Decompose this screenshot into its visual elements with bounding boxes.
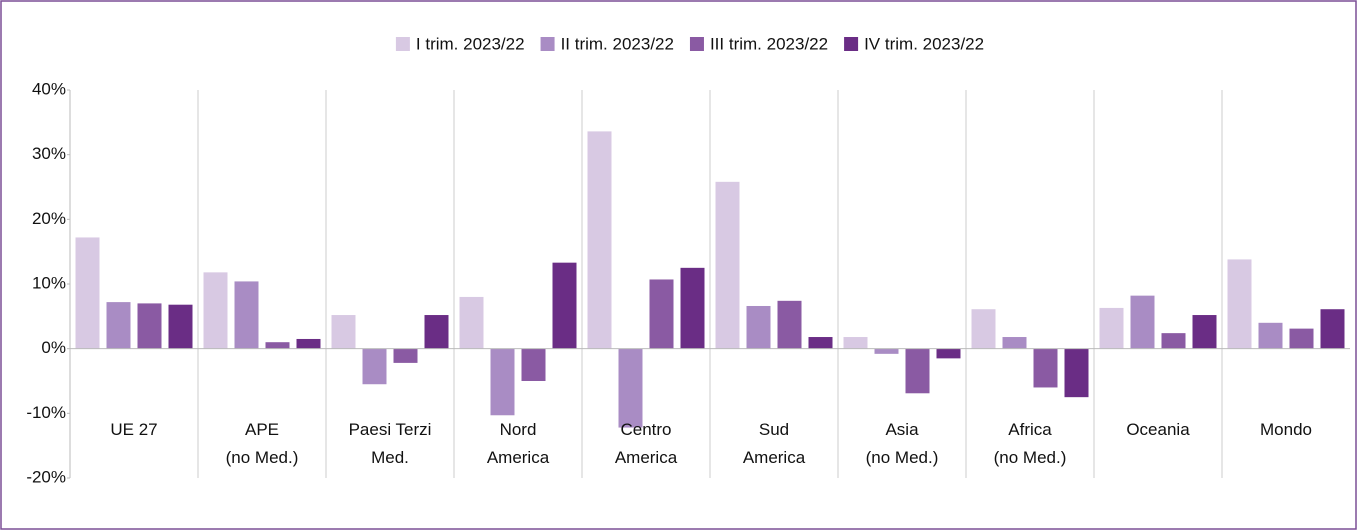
x-tick-line: (no Med.) — [994, 448, 1067, 467]
x-tick-label: Sud America — [743, 420, 806, 467]
x-tick-line: Centro — [620, 420, 671, 439]
bar — [1161, 333, 1186, 349]
legend-label: III trim. 2023/22 — [710, 34, 828, 53]
bar — [106, 302, 131, 349]
y-tick-label: 30% — [32, 144, 66, 163]
bar — [649, 279, 674, 349]
bar — [459, 296, 484, 349]
x-tick-label: Paesi Terzi Med. — [349, 420, 432, 467]
x-tick-line: Asia — [885, 420, 919, 439]
x-tick-line: Nord — [500, 420, 537, 439]
y-tick-label: 0% — [41, 338, 66, 357]
bar — [905, 348, 930, 394]
bar — [168, 304, 193, 349]
x-tick-line: (no Med.) — [866, 448, 939, 467]
bar — [331, 315, 356, 349]
bar — [393, 348, 418, 363]
bar — [618, 348, 643, 428]
legend-label: II trim. 2023/22 — [561, 34, 674, 53]
x-tick-line: Paesi Terzi — [349, 420, 432, 439]
x-tick-line: APE — [245, 420, 279, 439]
x-tick-label: Nord America — [487, 420, 550, 467]
bar — [1002, 337, 1027, 349]
bar — [1227, 259, 1252, 349]
y-tick-label: 20% — [32, 209, 66, 228]
x-tick-label: Centro America — [615, 420, 678, 467]
bar — [843, 337, 868, 349]
bar — [715, 181, 740, 349]
bar — [1130, 295, 1155, 349]
bar — [1320, 309, 1345, 349]
x-tick-line: UE 27 — [110, 420, 157, 439]
legend: I trim. 2023/22 II trim. 2023/22 III trim.… — [395, 34, 984, 53]
bar — [587, 131, 612, 349]
x-tick-label: Mondo — [1260, 420, 1312, 439]
x-tick-line: America — [743, 448, 806, 467]
x-tick-line: Africa — [1008, 420, 1052, 439]
bar — [521, 348, 546, 381]
bar — [1033, 348, 1058, 388]
bar — [552, 262, 577, 349]
bar — [1099, 307, 1124, 349]
bar — [203, 272, 228, 349]
x-tick-line: Mondo — [1260, 420, 1312, 439]
bar — [265, 342, 290, 349]
legend-swatch — [844, 37, 859, 51]
x-tick-line: America — [615, 448, 678, 467]
legend-label: IV trim. 2023/22 — [864, 34, 984, 53]
bar — [75, 237, 100, 349]
bar — [808, 337, 833, 349]
bar — [777, 300, 802, 349]
bar — [971, 309, 996, 349]
bar — [746, 305, 771, 349]
legend-swatch — [395, 37, 410, 51]
bar — [424, 315, 449, 349]
x-tick-label: Asia (no Med.) — [866, 420, 939, 467]
x-tick-label: UE 27 — [110, 420, 157, 439]
legend-swatch — [689, 37, 704, 51]
y-tick-label: -10% — [26, 403, 66, 422]
y-tick-label: 10% — [32, 273, 66, 292]
x-tick-label: APE (no Med.) — [226, 420, 299, 467]
bar — [137, 303, 162, 349]
x-tick-line: Med. — [371, 448, 409, 467]
bar — [680, 267, 705, 349]
x-tick-line: (no Med.) — [226, 448, 299, 467]
bar — [936, 348, 961, 359]
bar — [296, 338, 321, 349]
x-tick-label: Oceania — [1126, 420, 1190, 439]
legend-swatch — [540, 37, 555, 51]
y-tick-label: -20% — [26, 467, 66, 486]
bar — [1289, 328, 1314, 349]
x-tick-line: Oceania — [1126, 420, 1190, 439]
bar — [1064, 348, 1089, 398]
x-tick-line: America — [487, 448, 550, 467]
bar — [1258, 322, 1283, 349]
legend-label: I trim. 2023/22 — [416, 34, 525, 53]
bar — [234, 281, 259, 349]
bar — [1192, 315, 1217, 349]
bar — [490, 348, 515, 416]
bar — [874, 348, 899, 354]
x-tick-label: Africa (no Med.) — [994, 420, 1067, 467]
x-tick-line: Sud — [759, 420, 789, 439]
bar — [362, 348, 387, 385]
y-tick-label: 40% — [32, 79, 66, 98]
